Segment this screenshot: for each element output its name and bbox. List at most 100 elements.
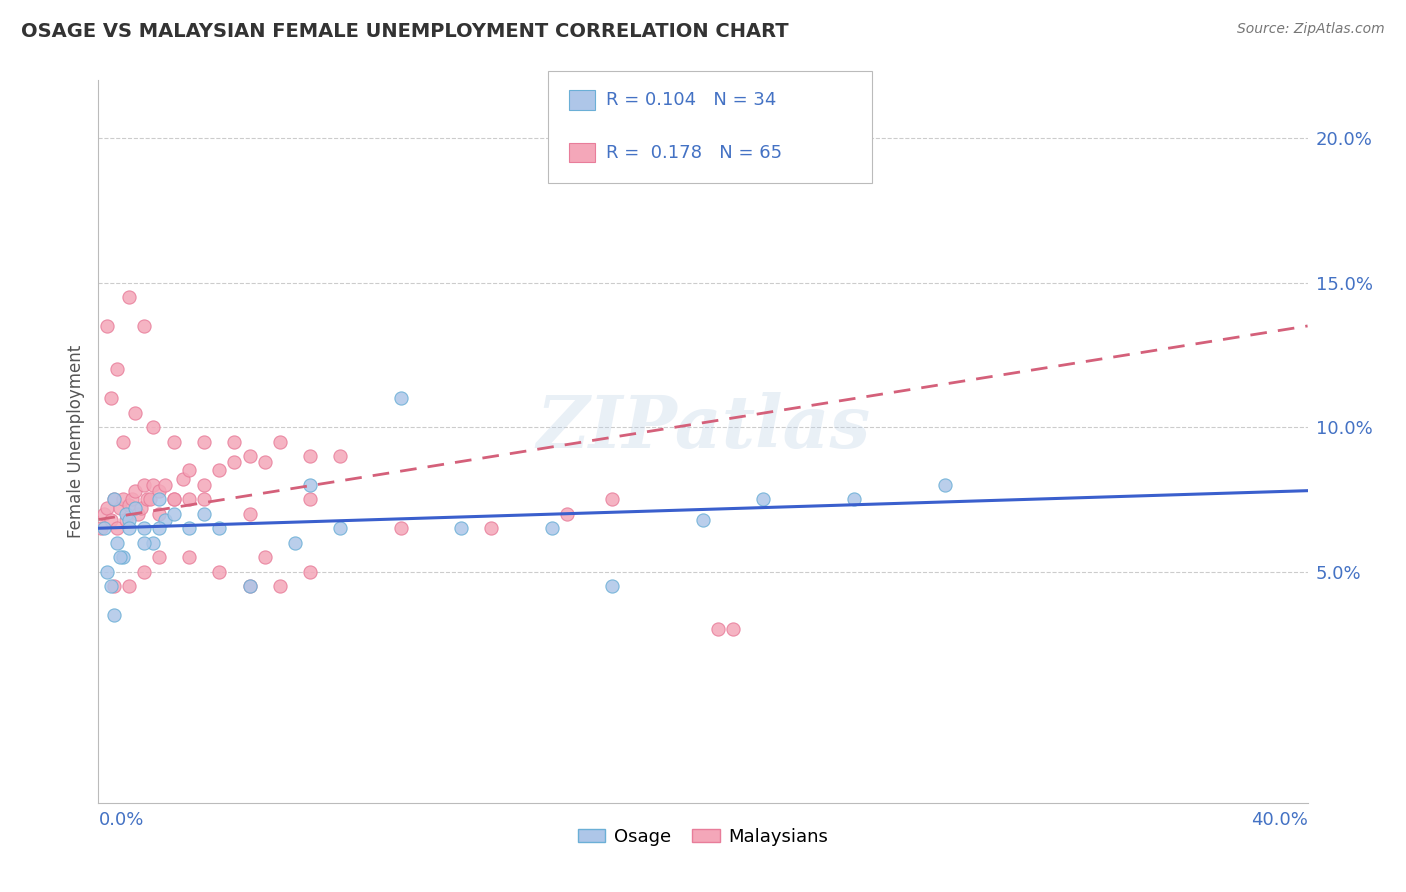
- Point: [239, 579, 262, 593]
- Point: [103, 607, 125, 622]
- Point: [142, 478, 165, 492]
- Point: [163, 434, 186, 449]
- Point: [253, 455, 276, 469]
- Point: [96, 501, 118, 516]
- Point: [103, 579, 125, 593]
- Point: [602, 492, 624, 507]
- Point: [114, 507, 136, 521]
- Text: ZIPatlas: ZIPatlas: [536, 392, 870, 463]
- Point: [299, 478, 322, 492]
- Point: [103, 492, 125, 507]
- Point: [707, 623, 730, 637]
- Point: [555, 507, 578, 521]
- Point: [124, 406, 146, 420]
- Point: [193, 478, 215, 492]
- Point: [96, 318, 118, 333]
- Point: [118, 512, 141, 526]
- Point: [118, 579, 141, 593]
- Point: [239, 579, 262, 593]
- Point: [172, 472, 194, 486]
- Point: [90, 521, 112, 535]
- Point: [148, 483, 170, 498]
- Point: [148, 507, 170, 521]
- Text: R =  0.178   N = 65: R = 0.178 N = 65: [606, 144, 782, 161]
- Point: [179, 521, 201, 535]
- Point: [193, 492, 215, 507]
- Point: [148, 492, 170, 507]
- Point: [692, 512, 714, 526]
- Point: [163, 492, 186, 507]
- Point: [121, 492, 143, 507]
- Point: [179, 492, 201, 507]
- Point: [153, 478, 176, 492]
- Point: [93, 507, 115, 521]
- Point: [389, 521, 412, 535]
- Point: [481, 521, 503, 535]
- Point: [118, 521, 141, 535]
- Point: [118, 498, 141, 512]
- Point: [239, 507, 262, 521]
- Point: [329, 521, 352, 535]
- Point: [540, 521, 562, 535]
- Point: [193, 434, 215, 449]
- Point: [153, 512, 176, 526]
- Point: [692, 145, 714, 160]
- Point: [111, 434, 134, 449]
- Point: [269, 579, 291, 593]
- Point: [114, 512, 136, 526]
- Point: [132, 521, 155, 535]
- Point: [934, 478, 956, 492]
- Point: [208, 463, 231, 477]
- Point: [132, 535, 155, 549]
- Point: [100, 391, 122, 405]
- Point: [224, 434, 246, 449]
- Point: [179, 463, 201, 477]
- Point: [135, 492, 157, 507]
- Point: [142, 420, 165, 434]
- Point: [129, 501, 152, 516]
- Point: [163, 492, 186, 507]
- Point: [118, 290, 141, 304]
- Point: [269, 434, 291, 449]
- Point: [132, 478, 155, 492]
- Point: [602, 579, 624, 593]
- Point: [148, 550, 170, 565]
- Point: [103, 492, 125, 507]
- Point: [132, 565, 155, 579]
- Point: [723, 623, 745, 637]
- Point: [105, 521, 128, 535]
- Point: [111, 550, 134, 565]
- Text: OSAGE VS MALAYSIAN FEMALE UNEMPLOYMENT CORRELATION CHART: OSAGE VS MALAYSIAN FEMALE UNEMPLOYMENT C…: [21, 22, 789, 41]
- Point: [100, 512, 122, 526]
- Point: [752, 492, 775, 507]
- Text: 40.0%: 40.0%: [1251, 812, 1308, 830]
- Point: [299, 492, 322, 507]
- Point: [844, 492, 866, 507]
- Legend: Osage, Malaysians: Osage, Malaysians: [578, 828, 828, 846]
- Point: [179, 550, 201, 565]
- Point: [105, 535, 128, 549]
- Point: [299, 449, 322, 463]
- Point: [93, 521, 115, 535]
- Text: Source: ZipAtlas.com: Source: ZipAtlas.com: [1237, 22, 1385, 37]
- Point: [253, 550, 276, 565]
- Point: [105, 362, 128, 376]
- Point: [96, 565, 118, 579]
- Point: [239, 449, 262, 463]
- Point: [284, 535, 307, 549]
- Point: [108, 550, 131, 565]
- Point: [389, 391, 412, 405]
- Point: [329, 449, 352, 463]
- Point: [124, 483, 146, 498]
- Point: [127, 507, 149, 521]
- Point: [100, 579, 122, 593]
- Y-axis label: Female Unemployment: Female Unemployment: [66, 345, 84, 538]
- Text: 0.0%: 0.0%: [98, 812, 143, 830]
- Point: [193, 507, 215, 521]
- Point: [163, 507, 186, 521]
- Point: [142, 535, 165, 549]
- Point: [208, 565, 231, 579]
- Point: [111, 492, 134, 507]
- Point: [224, 455, 246, 469]
- Point: [208, 521, 231, 535]
